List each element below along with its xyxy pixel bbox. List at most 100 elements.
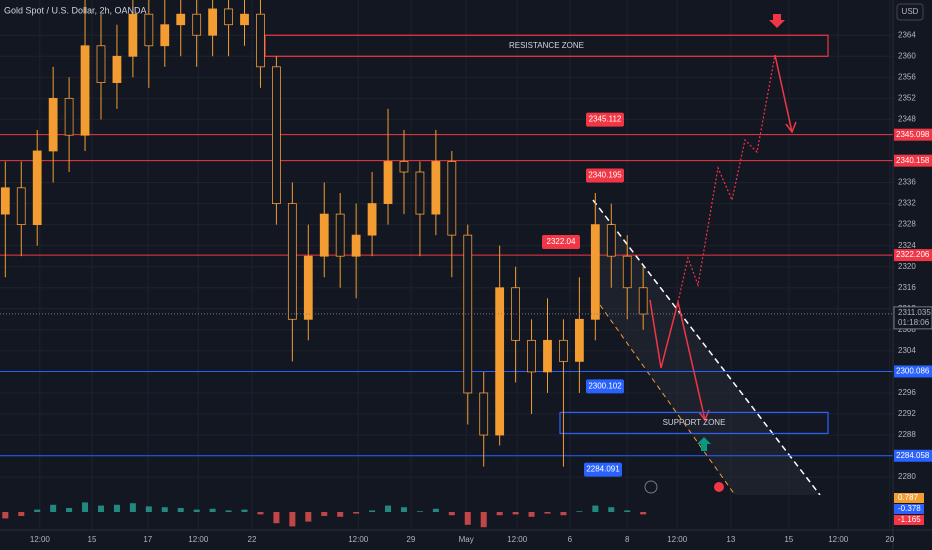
candle-body	[447, 161, 457, 236]
candle-body	[112, 55, 122, 83]
candle-body	[590, 224, 600, 320]
macd-label: 0.787	[898, 493, 919, 502]
arrow-head	[698, 409, 710, 422]
macd-label: -1.165	[898, 515, 921, 524]
zone	[264, 34, 829, 57]
callout-box	[584, 462, 622, 477]
candle-body	[96, 45, 106, 83]
macd-bar	[177, 508, 184, 512]
y-tick-label: 2320	[898, 262, 916, 271]
macd-bar	[337, 512, 344, 517]
candle-body	[399, 161, 409, 173]
candle-body	[272, 66, 281, 204]
macd-bar	[321, 512, 328, 516]
x-tick-label: 20	[885, 535, 894, 544]
projection	[774, 54, 793, 133]
last-price-tag	[893, 306, 932, 330]
macd-bar	[496, 512, 503, 516]
callout-label: 2345.112	[589, 115, 622, 124]
x-tick-label: 15	[784, 535, 793, 544]
candle-body	[144, 13, 154, 47]
macd-bar	[305, 512, 312, 522]
level-tag	[894, 154, 932, 167]
y-tick-label: 2356	[898, 72, 916, 81]
y-tick-label: 2360	[898, 51, 916, 60]
candle-body	[32, 150, 42, 226]
macd-bar	[18, 512, 25, 516]
macd-tag	[894, 504, 924, 514]
macd-bar	[241, 509, 248, 512]
callout-label: 2322.04	[547, 237, 576, 246]
x-tick-label: 15	[88, 535, 97, 544]
macd-bar	[34, 509, 41, 512]
macd-bar	[66, 508, 73, 512]
x-tick-label: May	[459, 535, 474, 544]
macd-bar	[225, 510, 232, 512]
callout-box	[586, 168, 624, 183]
y-tick-label: 2296	[898, 388, 916, 397]
y-tick-label: 2316	[898, 283, 916, 292]
x-tick-label: 12:00	[188, 535, 209, 544]
macd-bar	[576, 511, 583, 512]
candle-body	[527, 339, 536, 373]
macd-bar	[464, 512, 471, 525]
macd-bar	[193, 509, 200, 512]
candle-body	[16, 187, 26, 226]
y-tick-label: 2288	[898, 430, 916, 439]
macd-bar	[432, 508, 439, 512]
macd-bar	[369, 510, 376, 512]
callout-label: 2284.091	[586, 465, 620, 474]
y-tick-label: 2324	[898, 241, 916, 250]
x-tick-label: 29	[406, 535, 415, 544]
y-tick-label: 2364	[898, 30, 916, 39]
macd-bar	[50, 504, 57, 512]
level-label: 2300.086	[896, 367, 930, 376]
x-tick-label: 8	[625, 535, 630, 544]
candle-body	[319, 213, 329, 257]
projection	[677, 54, 776, 303]
y-tick-label: 2332	[898, 199, 916, 208]
y-tick-label: 2352	[898, 93, 916, 102]
macd-bar	[385, 505, 392, 512]
macd-bar	[353, 512, 360, 514]
level-tag	[894, 128, 932, 141]
macd-tag	[894, 515, 924, 525]
macd-bar	[592, 505, 599, 512]
candle-body	[128, 13, 138, 57]
candle-body	[559, 339, 568, 362]
macd-bar	[129, 503, 136, 512]
callout-box	[586, 112, 624, 127]
callout-label: 2340.195	[588, 171, 622, 180]
candle-body	[48, 97, 58, 152]
candle-body	[303, 255, 313, 320]
candle-body	[256, 13, 265, 68]
x-tick-label: 6	[568, 535, 573, 544]
y-tick-label: 2336	[898, 178, 916, 187]
level-tag	[894, 365, 932, 378]
x-tick-label: 12:00	[348, 535, 369, 544]
down-arrow-icon	[769, 14, 785, 28]
chart-title: Gold Spot / U.S. Dollar, 2h, OANDA	[4, 5, 147, 15]
macd-bar	[528, 512, 535, 517]
macd-bar	[608, 507, 615, 512]
candle-body	[574, 318, 584, 362]
macd-bar	[161, 507, 168, 512]
macd-bar	[82, 502, 89, 512]
macd-bar	[416, 511, 423, 512]
candle-body	[463, 234, 473, 394]
candle-body	[176, 13, 186, 26]
trendline	[599, 304, 736, 495]
x-tick-label: 12:00	[30, 535, 51, 544]
macd-bar	[145, 506, 152, 512]
currency-box	[896, 3, 924, 21]
level-label: 2322.206	[896, 250, 930, 259]
macd-bar	[400, 507, 407, 512]
level-label: 2345.098	[896, 130, 930, 139]
zone-label: RESISTANCE ZONE	[509, 41, 584, 50]
candle-body	[351, 234, 361, 257]
macd-bar	[113, 504, 120, 512]
macd-bar	[273, 512, 280, 524]
trendline	[592, 199, 821, 495]
